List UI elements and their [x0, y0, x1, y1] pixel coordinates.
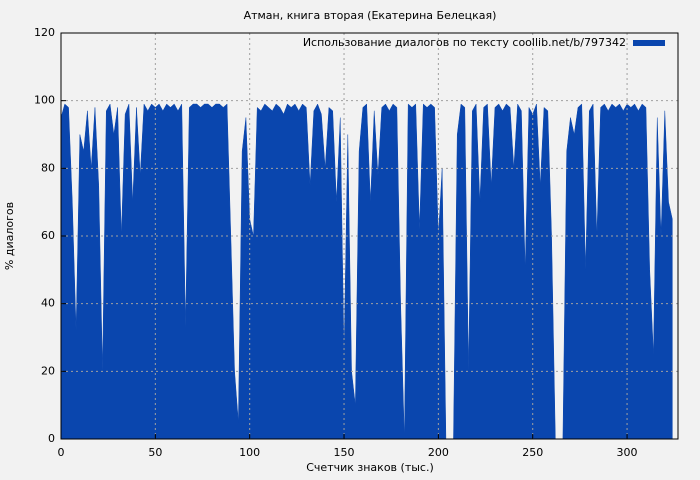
y-tick-label: 20: [41, 364, 55, 377]
chart-title: Атман, книга вторая (Екатерина Белецкая): [244, 9, 497, 22]
y-axis-label: % диалогов: [3, 202, 16, 270]
x-axis-label: Счетчик знаков (тыс.): [306, 461, 434, 474]
y-tick-label: 100: [34, 94, 55, 107]
x-tick-label: 300: [617, 446, 638, 459]
x-tick-label: 50: [148, 446, 162, 459]
x-tick-label: 200: [428, 446, 449, 459]
plot-frame: [60, 32, 679, 440]
x-tick-label: 250: [522, 446, 543, 459]
x-tick-label: 150: [334, 446, 355, 459]
legend-label: Использование диалогов по тексту coollib…: [303, 36, 626, 49]
x-tick-label: 0: [58, 446, 65, 459]
legend-swatch: [633, 40, 665, 46]
y-tick-label: 40: [41, 297, 55, 310]
x-tick-label: 100: [239, 446, 260, 459]
area: [60, 103, 673, 440]
y-tick-label: 80: [41, 161, 55, 174]
y-tick-label: 0: [48, 432, 55, 445]
y-tick-label: 60: [41, 229, 55, 242]
y-tick-label: 120: [34, 26, 55, 39]
